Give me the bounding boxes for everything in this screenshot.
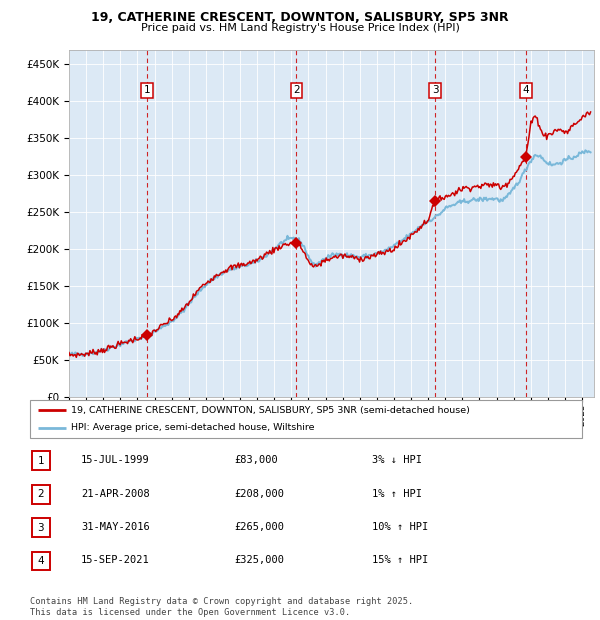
Text: 1: 1: [143, 85, 150, 95]
Text: 3: 3: [37, 523, 44, 533]
Text: 1: 1: [37, 456, 44, 466]
Text: £83,000: £83,000: [234, 455, 278, 465]
FancyBboxPatch shape: [32, 518, 50, 537]
Text: 4: 4: [37, 556, 44, 566]
FancyBboxPatch shape: [32, 451, 50, 470]
FancyBboxPatch shape: [30, 400, 582, 438]
Text: 31-MAY-2016: 31-MAY-2016: [81, 522, 150, 532]
Text: 15-JUL-1999: 15-JUL-1999: [81, 455, 150, 465]
Text: £208,000: £208,000: [234, 489, 284, 498]
Text: Contains HM Land Registry data © Crown copyright and database right 2025.
This d: Contains HM Land Registry data © Crown c…: [30, 598, 413, 617]
Text: 21-APR-2008: 21-APR-2008: [81, 489, 150, 498]
Text: £265,000: £265,000: [234, 522, 284, 532]
Text: 2: 2: [37, 489, 44, 499]
Text: 15% ↑ HPI: 15% ↑ HPI: [372, 556, 428, 565]
Text: Price paid vs. HM Land Registry's House Price Index (HPI): Price paid vs. HM Land Registry's House …: [140, 23, 460, 33]
Text: 10% ↑ HPI: 10% ↑ HPI: [372, 522, 428, 532]
Text: 2: 2: [293, 85, 300, 95]
Text: 15-SEP-2021: 15-SEP-2021: [81, 556, 150, 565]
Text: 19, CATHERINE CRESCENT, DOWNTON, SALISBURY, SP5 3NR (semi-detached house): 19, CATHERINE CRESCENT, DOWNTON, SALISBU…: [71, 405, 470, 415]
FancyBboxPatch shape: [32, 552, 50, 570]
Text: 1% ↑ HPI: 1% ↑ HPI: [372, 489, 422, 498]
Text: £325,000: £325,000: [234, 556, 284, 565]
Text: 3: 3: [432, 85, 439, 95]
FancyBboxPatch shape: [32, 485, 50, 503]
Text: HPI: Average price, semi-detached house, Wiltshire: HPI: Average price, semi-detached house,…: [71, 423, 315, 433]
Text: 19, CATHERINE CRESCENT, DOWNTON, SALISBURY, SP5 3NR: 19, CATHERINE CRESCENT, DOWNTON, SALISBU…: [91, 11, 509, 24]
Text: 4: 4: [523, 85, 529, 95]
Text: 3% ↓ HPI: 3% ↓ HPI: [372, 455, 422, 465]
